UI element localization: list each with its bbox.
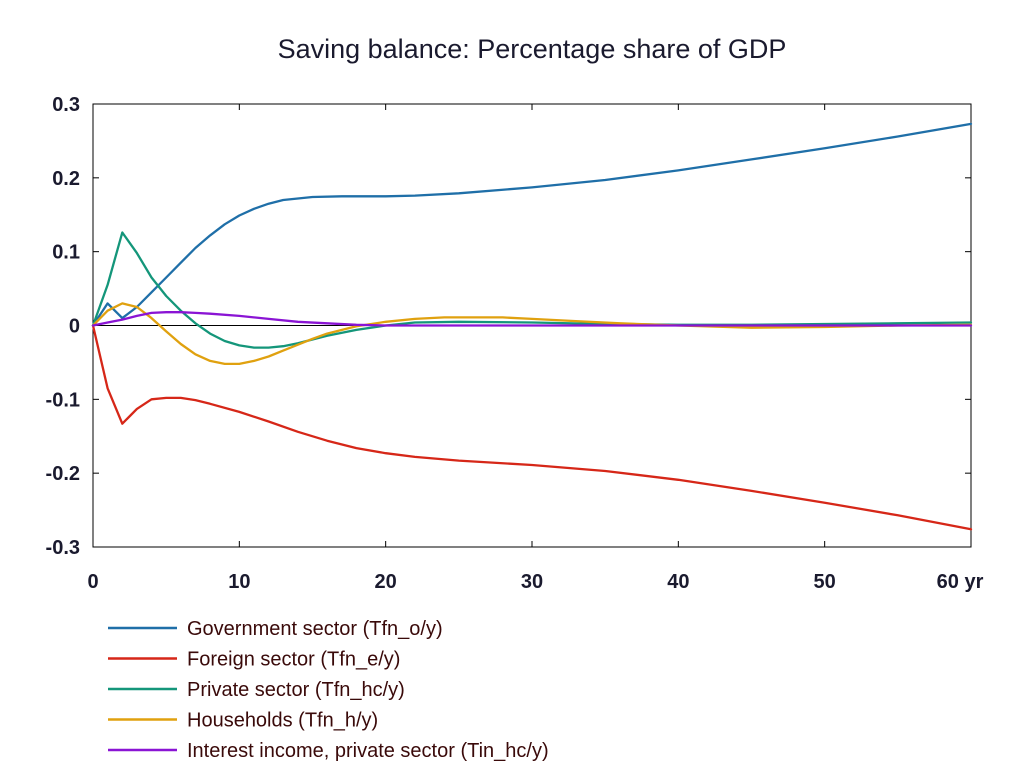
series-line-5 (91, 311, 973, 327)
x-tick-label: 50 (814, 571, 836, 593)
x-tick-label: 10 (228, 571, 250, 593)
series-lines (91, 122, 973, 531)
x-tick-label: 0 (87, 571, 98, 593)
legend-label-1: Government sector (Tfn_o/y) (187, 618, 443, 640)
legend: Government sector (Tfn_o/y) Foreign secto… (108, 618, 549, 762)
y-tick-label: -0.3 (46, 537, 80, 559)
legend-label-5: Interest income, private sector (Tin_hc/… (187, 740, 549, 762)
legend-label-3: Private sector (Tfn_hc/y) (187, 679, 405, 701)
x-tick-label: 30 (521, 571, 543, 593)
x-axis: 0 10 20 30 40 50 60 yr (87, 104, 984, 593)
y-tick-label: 0.3 (52, 94, 80, 116)
series-line-2 (91, 324, 973, 531)
y-tick-label: -0.2 (46, 463, 80, 485)
y-tick-label: 0.1 (52, 242, 80, 264)
series-line-3 (91, 231, 973, 349)
chart-title: Saving balance: Percentage share of GDP (278, 34, 787, 64)
x-tick-label: 60 yr (937, 571, 984, 593)
legend-label-2: Foreign sector (Tfn_e/y) (187, 649, 400, 671)
y-tick-label: -0.1 (46, 389, 80, 411)
series-line-1 (91, 122, 973, 327)
x-tick-label: 20 (375, 571, 397, 593)
y-tick-label: 0.2 (52, 168, 80, 190)
legend-label-4: Households (Tfn_h/y) (187, 710, 378, 732)
series-line-4 (91, 302, 973, 366)
y-axis: 0.3 0.2 0.1 0 -0.1 -0.2 -0.3 (46, 94, 971, 559)
x-tick-label: 40 (667, 571, 689, 593)
y-tick-label: 0 (69, 316, 80, 338)
